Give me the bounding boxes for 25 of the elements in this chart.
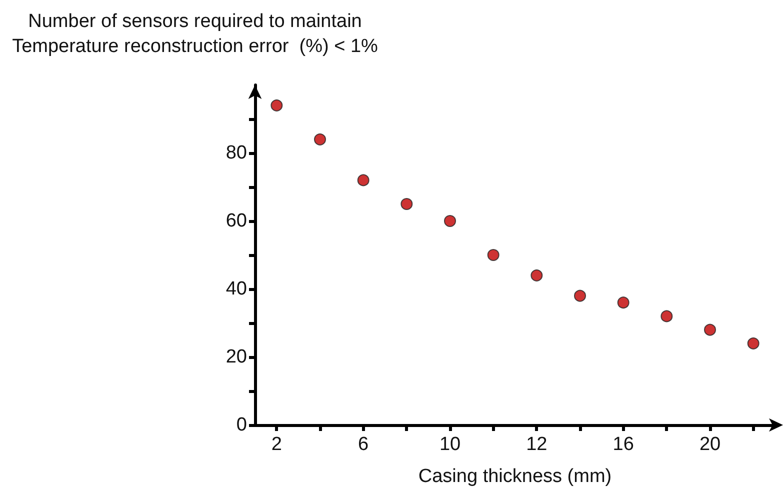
x-tick-label: 20 <box>699 434 721 455</box>
point <box>704 324 716 336</box>
point <box>487 249 500 261</box>
point <box>444 215 456 227</box>
point <box>314 133 326 146</box>
point <box>660 310 673 322</box>
point <box>617 296 630 309</box>
point <box>574 290 586 302</box>
point <box>400 198 413 210</box>
y-tick-label: 40 <box>226 278 247 300</box>
y-tick-label: 20 <box>226 346 247 368</box>
x-axis-title: Casing thickness (mm) <box>418 466 612 487</box>
y-tick-label: 0 <box>236 414 247 436</box>
point <box>357 174 370 186</box>
point <box>270 99 283 112</box>
x-tick-label: 12 <box>526 434 548 455</box>
x-tick-label: 10 <box>439 434 461 455</box>
x-tick-label: 16 <box>612 434 634 455</box>
x-tick-label: 6 <box>358 434 369 455</box>
chart-title: Number of sensors required to maintain Temperature reconstruction error (%) < 1% <box>12 11 378 57</box>
x-tick-label: 2 <box>271 434 282 455</box>
y-tick-label: 80 <box>226 142 247 164</box>
point <box>747 337 760 350</box>
y-tick-label: 60 <box>226 210 247 232</box>
point <box>530 269 543 282</box>
